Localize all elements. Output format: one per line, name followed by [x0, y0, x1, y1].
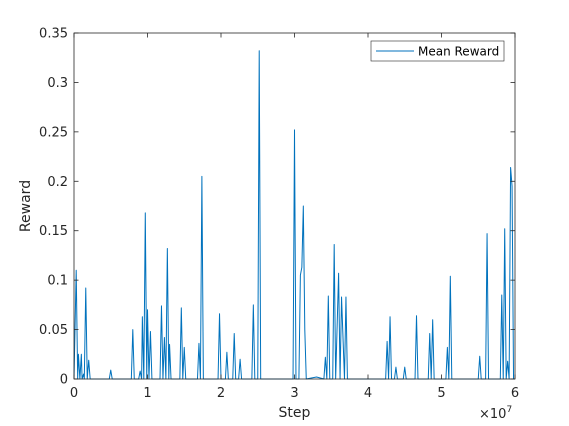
- y-tick-label: 0.35: [39, 27, 68, 42]
- x-tick-label: 3: [290, 386, 298, 401]
- y-tick-label: 0.2: [47, 175, 68, 190]
- x-tick-label: 5: [437, 386, 445, 401]
- x-axis-multiplier-exponent: 7: [506, 405, 512, 415]
- legend-label-mean-reward: Mean Reward: [418, 45, 499, 59]
- x-axis-label: Step: [279, 405, 311, 421]
- y-tick-label: 0.3: [47, 76, 68, 91]
- x-tick-label: 0: [70, 386, 78, 401]
- x-axis-multiplier: ×107: [479, 405, 512, 422]
- y-tick-label: 0: [60, 373, 68, 388]
- legend-box: [370, 40, 505, 62]
- y-axis-label: Reward: [18, 180, 34, 232]
- tick-labels-layer: 0 1 2 3 4 5 6 0 0.05 0.1 0.15 0.2 0.25 0.3 0.35: [39, 27, 519, 402]
- y-tick-label: 0.15: [39, 224, 68, 239]
- x-tick-label: 4: [364, 386, 372, 401]
- y-tick-label: 0.05: [39, 323, 68, 338]
- x-tick-label: 1: [143, 386, 151, 401]
- legend: Mean Reward: [370, 40, 505, 62]
- y-tick-label: 0.25: [39, 125, 68, 140]
- plot-frame: [73, 32, 516, 380]
- x-tick-label: 2: [217, 386, 225, 401]
- x-tick-label: 6: [511, 386, 519, 401]
- y-tick-label: 0.1: [47, 274, 68, 289]
- x-axis-multiplier-base: ×10: [479, 407, 506, 422]
